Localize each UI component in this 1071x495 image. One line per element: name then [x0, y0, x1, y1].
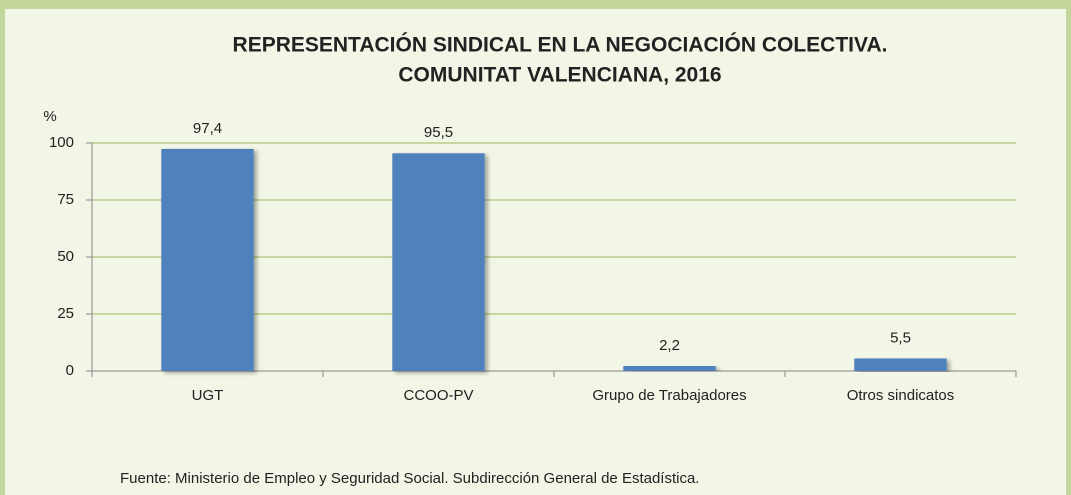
- bar: [854, 358, 947, 371]
- y-tick-label: 75: [57, 191, 74, 208]
- chart-title: REPRESENTACIÓN SINDICAL EN LA NEGOCIACIÓ…: [233, 33, 888, 57]
- y-tick-label: 25: [57, 305, 74, 322]
- chart-title: COMUNITAT VALENCIANA, 2016: [398, 64, 721, 87]
- data-label: 97,4: [193, 120, 222, 137]
- y-tick-label: 0: [66, 362, 74, 379]
- x-tick-label: Otros sindicatos: [847, 387, 955, 404]
- x-tick-label: UGT: [192, 387, 224, 404]
- y-tick-label: 100: [49, 134, 74, 151]
- x-tick-label: CCOO-PV: [403, 387, 473, 404]
- data-label: 95,5: [424, 124, 453, 141]
- data-label: 2,2: [659, 337, 680, 354]
- bar: [392, 153, 485, 371]
- bar: [623, 365, 716, 371]
- bar: [161, 148, 254, 371]
- y-tick-label: 50: [57, 248, 74, 265]
- source-note: Fuente: Ministerio de Empleo y Seguridad…: [120, 470, 699, 487]
- x-tick-label: Grupo de Trabajadores: [592, 387, 746, 404]
- data-label: 5,5: [890, 329, 911, 346]
- y-axis-label: %: [43, 108, 56, 125]
